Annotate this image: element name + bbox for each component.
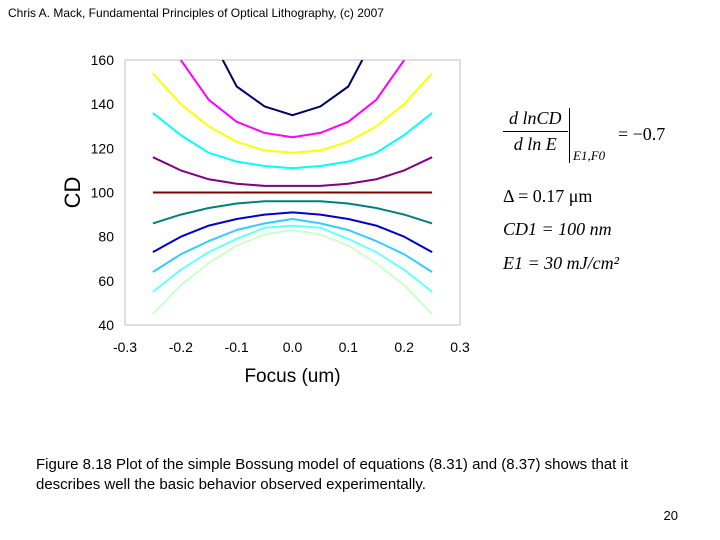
evaluation-point: E1,F0 (573, 148, 606, 163)
delta-equation: Δ = 0.17 μm (503, 186, 593, 206)
series-line-11 (152, 229, 433, 315)
series-line-4 (152, 112, 433, 170)
y-tick-label: 40 (98, 317, 114, 333)
cd1-equation: CD1 = 100 nm (503, 219, 612, 239)
x-axis-label: Focus (um) (244, 366, 340, 387)
x-tick-label: -0.1 (225, 339, 249, 355)
x-tick-label: -0.2 (169, 339, 193, 355)
series-line-2 (179, 60, 406, 139)
x-tick-label: -0.3 (113, 339, 137, 355)
x-tick-label: 0.0 (283, 339, 303, 355)
page-number: 20 (663, 508, 678, 523)
derivative-value: = −0.7 (618, 124, 666, 144)
y-tick-label: 80 (98, 229, 114, 245)
slide-header: Chris A. Mack, Fundamental Principles of… (8, 6, 384, 20)
plot-frame (124, 59, 461, 326)
y-tick-label: 60 (98, 273, 114, 289)
derivative-denominator: d ln E (513, 134, 557, 154)
bossung-chart: -0.3 -0.2 -0.1 0.0 0.1 0.2 0.3 40 60 80 100 120 140 1… (60, 52, 470, 387)
series-line-7 (152, 200, 433, 225)
series-line-1 (221, 60, 364, 117)
y-tick-label: 100 (91, 185, 115, 201)
y-tick-label: 120 (91, 140, 115, 156)
series-group (152, 60, 433, 315)
derivative-numerator: d lnCD (503, 108, 568, 132)
y-tick-label: 140 (91, 96, 115, 112)
x-tick-label: 0.3 (450, 339, 470, 355)
series-line-5 (152, 156, 433, 187)
x-tick-label: 0.1 (339, 339, 359, 355)
y-tick-label: 160 (91, 52, 115, 68)
e1-equation: E1 = 30 mJ/cm² (503, 253, 620, 273)
evaluation-bar (569, 108, 570, 163)
series-line-10 (152, 224, 433, 293)
series-line-9 (152, 218, 433, 273)
y-axis-label: CD (60, 177, 85, 209)
x-tick-label: 0.2 (394, 339, 414, 355)
series-line-8 (152, 211, 433, 253)
series-line-3 (152, 72, 433, 154)
derivative-fraction: d lnCD d ln E (503, 108, 568, 155)
figure-caption: Figure 8.18 Plot of the simple Bossung m… (36, 456, 629, 493)
